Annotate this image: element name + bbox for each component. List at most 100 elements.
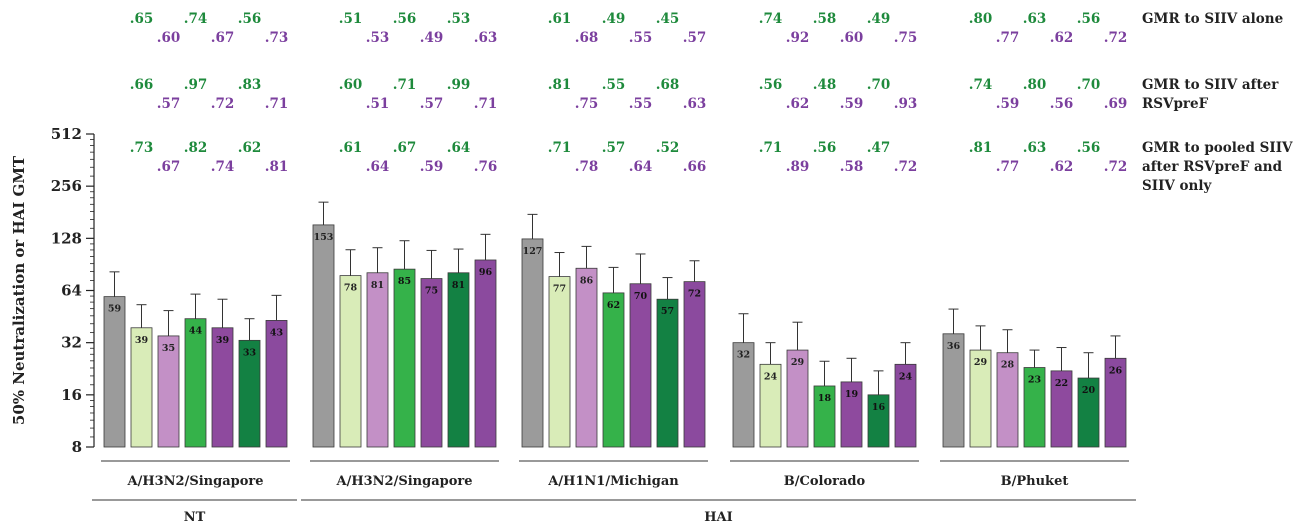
gmr-row-label-line: GMR to pooled SIIV (1142, 140, 1293, 156)
gmr-value: .76 (474, 159, 498, 175)
gmr-value: .73 (130, 140, 154, 156)
gmr-value: .81 (969, 140, 993, 156)
gmr-value: .60 (840, 30, 864, 46)
y-tick-label: 8 (72, 438, 82, 456)
bar-value-label: 77 (553, 284, 566, 295)
gmr-value: .58 (840, 159, 864, 175)
gmr-value: .64 (447, 140, 471, 156)
gmr-value: .72 (894, 159, 918, 175)
gmr-value: .62 (1050, 30, 1074, 46)
gmr-value: .92 (786, 30, 810, 46)
group-label: A/H1N1/Michigan (547, 474, 679, 489)
gmr-value: .67 (157, 159, 181, 175)
gmr-value: .71 (393, 77, 417, 93)
gmr-value: .61 (339, 140, 363, 156)
bar-value-label: 19 (845, 389, 859, 400)
bar-value-label: 16 (872, 402, 886, 413)
bar-value-label: 29 (791, 357, 805, 368)
gmr-value: .74 (759, 11, 783, 27)
gmr-value: .62 (238, 140, 262, 156)
y-tick-label: 16 (61, 386, 82, 404)
gmr-row-label-line: GMR to SIIV alone (1142, 11, 1283, 27)
gmr-value: .55 (602, 77, 626, 93)
group-label: A/H3N2/Singapore (335, 474, 472, 489)
gmr-value: .62 (786, 96, 810, 112)
bar (184, 318, 207, 448)
gmr-value: .72 (211, 96, 235, 112)
gmr-value: .83 (238, 77, 262, 93)
bar (474, 259, 497, 448)
bar-value-label: 86 (580, 275, 594, 286)
gmr-value: .60 (339, 77, 363, 93)
gmr-value: .59 (420, 159, 444, 175)
gmr-value: .63 (1023, 140, 1047, 156)
gmr-value: .66 (683, 159, 707, 175)
gmr-value: .72 (1104, 30, 1128, 46)
gmr-value: .74 (184, 11, 208, 27)
y-axis-label: 50% Neutralization or HAI GMT (10, 155, 28, 425)
bar-value-label: 70 (634, 291, 648, 302)
gmr-value: .56 (1077, 140, 1101, 156)
gmr-value: .70 (1077, 77, 1101, 93)
gmr-value: .93 (894, 96, 918, 112)
gmr-value: .55 (629, 30, 653, 46)
gmr-value: .59 (996, 96, 1020, 112)
gmr-value: .56 (759, 77, 783, 93)
gmr-value: .60 (157, 30, 181, 46)
gmr-value: .70 (867, 77, 891, 93)
gmr-row-label-line: SIIV only (1142, 178, 1213, 194)
bar (548, 276, 571, 448)
bar-value-label: 78 (344, 283, 358, 294)
bar-value-label: 18 (818, 393, 832, 404)
gmr-value: .57 (602, 140, 626, 156)
y-tick-label: 256 (51, 177, 82, 195)
gmr-value: .74 (969, 77, 993, 93)
gmr-row-label: GMR to SIIV alone (1142, 11, 1283, 27)
assay-label: HAI (704, 510, 732, 525)
gmr-value: .72 (1104, 159, 1128, 175)
gmr-value: .80 (1023, 77, 1047, 93)
bar-value-label: 85 (398, 276, 411, 287)
bar-value-label: 33 (243, 347, 256, 358)
y-tick-label: 512 (51, 125, 82, 143)
gmr-value: .81 (548, 77, 572, 93)
bar (521, 238, 544, 448)
bar-value-label: 28 (1001, 360, 1015, 371)
gmr-value: .62 (1050, 159, 1074, 175)
gmr-value: .80 (969, 11, 993, 27)
gmr-value: .57 (157, 96, 181, 112)
gmr-value: .78 (575, 159, 599, 175)
gmr-value: .63 (474, 30, 498, 46)
gmr-value: .58 (813, 11, 837, 27)
gmr-value: .53 (447, 11, 471, 27)
bar-value-label: 32 (737, 350, 750, 361)
bar-value-label: 75 (425, 286, 438, 297)
gmr-value: .51 (366, 96, 390, 112)
gmr-value: .48 (813, 77, 837, 93)
bar (575, 267, 598, 448)
bar (683, 281, 706, 448)
gmr-value: .97 (184, 77, 208, 93)
bar (339, 275, 362, 448)
bar (393, 268, 416, 448)
y-tick-label: 64 (61, 282, 82, 300)
bar-value-label: 127 (523, 246, 543, 257)
bar-value-label: 44 (189, 326, 203, 337)
bar-value-label: 26 (1109, 365, 1123, 376)
group-label: B/Colorado (784, 474, 866, 489)
gmr-value: .47 (867, 140, 891, 156)
gmr-value: .99 (447, 77, 471, 93)
bar-value-label: 22 (1055, 378, 1068, 389)
gmr-value: .68 (656, 77, 680, 93)
bar-value-label: 20 (1082, 385, 1096, 396)
bar-value-label: 153 (314, 232, 334, 243)
gmr-row-label-line: GMR to SIIV after (1142, 77, 1279, 93)
bar-value-label: 23 (1028, 375, 1041, 386)
gmr-value: .63 (683, 96, 707, 112)
bar-value-label: 59 (108, 304, 122, 315)
group-label: B/Phuket (1001, 474, 1069, 489)
gmr-value: .71 (759, 140, 783, 156)
gmr-value: .51 (339, 11, 363, 27)
gmr-value: .63 (1023, 11, 1047, 27)
